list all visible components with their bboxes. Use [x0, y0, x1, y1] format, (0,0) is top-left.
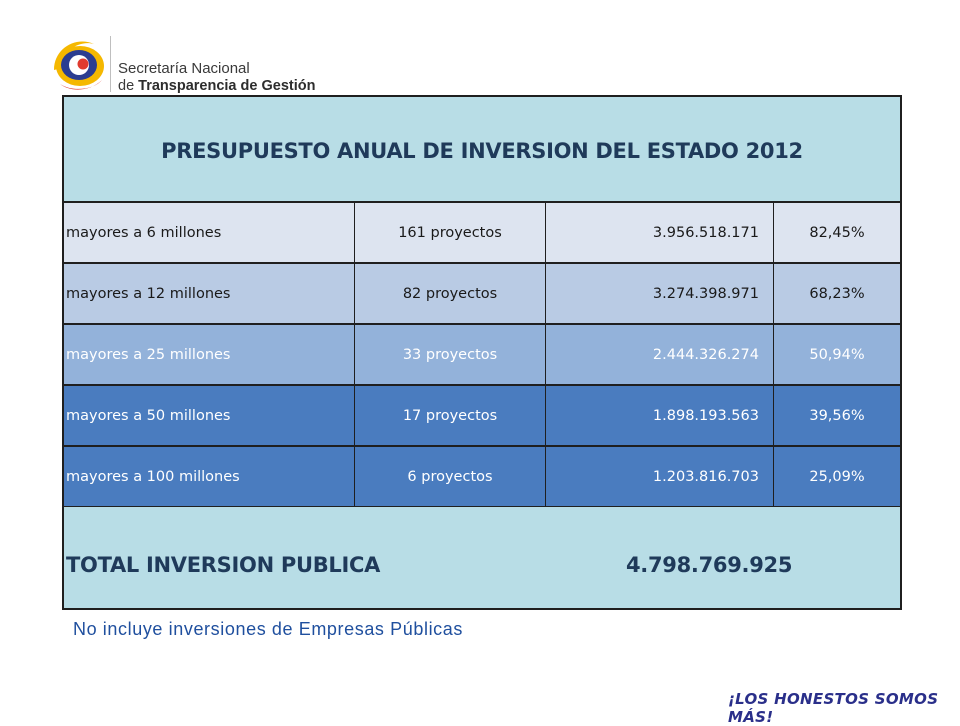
institution-logo: Secretaría Nacional de Transparencia de … [50, 34, 320, 96]
row-label: mayores a 100 millones [64, 447, 355, 506]
row-amount: 2.444.326.274 [546, 325, 774, 384]
row-amount: 1.898.193.563 [546, 386, 774, 445]
eye-logo-icon [54, 41, 104, 90]
table-row: mayores a 6 millones 161 proyectos 3.956.5… [64, 203, 900, 264]
row-amount: 3.274.398.971 [546, 264, 774, 323]
table-row: mayores a 12 millones 82 proyectos 3.274.3… [64, 264, 900, 325]
row-percent: 68,23% [809, 285, 865, 302]
logo-text-line2: de Transparencia de Gestión [118, 78, 315, 94]
row-label: mayores a 25 millones [64, 325, 355, 384]
total-row: TOTAL INVERSION PUBLICA 4.798.769.925 [64, 507, 900, 608]
row-label: mayores a 6 millones [64, 203, 355, 262]
row-label: mayores a 12 millones [64, 264, 355, 323]
row-projects: 6 proyectos [355, 447, 546, 506]
footnote: No incluye inversiones de Empresas Públi… [73, 619, 463, 639]
row-amount: 1.203.816.703 [546, 447, 774, 506]
logo-text-line1: Secretaría Nacional [118, 60, 250, 77]
row-projects: 33 proyectos [355, 325, 546, 384]
budget-table: PRESUPUESTO ANUAL DE INVERSION DEL ESTAD… [62, 95, 902, 610]
table-title-row: PRESUPUESTO ANUAL DE INVERSION DEL ESTAD… [64, 97, 900, 203]
table-row: mayores a 50 millones 17 proyectos 1.898.1… [64, 386, 900, 447]
slogan: ¡LOS HONESTOS SOMOS MÁS! [728, 690, 939, 726]
row-percent: 82,45% [809, 224, 865, 241]
table-row: mayores a 25 millones 33 proyectos 2.444.3… [64, 325, 900, 386]
table-title: PRESUPUESTO ANUAL DE INVERSION DEL ESTAD… [161, 139, 803, 163]
row-projects: 17 proyectos [355, 386, 546, 445]
row-percent: 50,94% [809, 346, 865, 363]
logo-divider [110, 36, 111, 92]
row-percent: 39,56% [809, 407, 865, 424]
row-label: mayores a 50 millones [64, 386, 355, 445]
total-value: 4.798.769.925 [626, 553, 793, 577]
table-row: mayores a 100 millones 6 proyectos 1.203.8… [64, 447, 900, 508]
total-label: TOTAL INVERSION PUBLICA [66, 553, 381, 577]
logo-text-bold: Transparencia de Gestión [138, 78, 316, 94]
logo-text-prefix: de [118, 78, 139, 94]
row-amount: 3.956.518.171 [546, 203, 774, 262]
row-percent: 25,09% [809, 468, 865, 485]
row-projects: 82 proyectos [355, 264, 546, 323]
row-projects: 161 proyectos [355, 203, 546, 262]
